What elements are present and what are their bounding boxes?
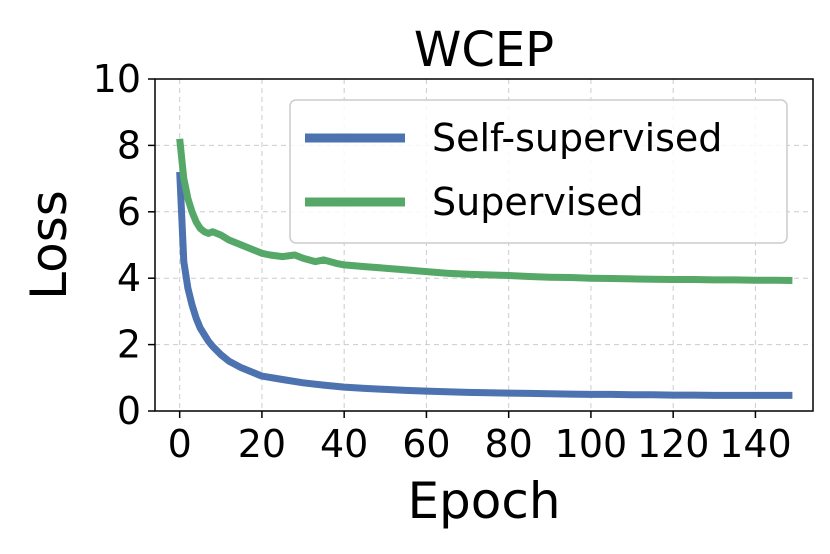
y-ticks: 0 2 4 6 8 10 — [93, 57, 155, 433]
series-line-self-supervised — [176, 171, 793, 399]
x-tick-label: 140 — [719, 422, 792, 466]
y-tick-label: 10 — [93, 57, 141, 101]
x-tick-label: 60 — [402, 422, 450, 466]
legend-box — [289, 99, 788, 244]
series-line-supervised — [176, 138, 793, 284]
x-tick-label: 0 — [168, 422, 192, 466]
x-tick-label: 100 — [555, 422, 628, 466]
x-tick-label: 120 — [637, 422, 710, 466]
y-tick-label: 8 — [117, 123, 141, 167]
legend-label-supervised: Supervised — [432, 180, 644, 224]
y-tick-label: 4 — [117, 256, 141, 300]
x-tick-label: 40 — [320, 422, 368, 466]
x-tick-label: 80 — [484, 422, 532, 466]
x-ticks: 0 20 40 60 80 100 120 140 — [168, 411, 792, 466]
legend: Self-supervised Supervised — [289, 99, 788, 244]
legend-label-self-supervised: Self-supervised — [432, 116, 722, 160]
chart-title: WCEP — [414, 22, 554, 78]
y-tick-label: 6 — [117, 190, 141, 234]
y-axis-label: Loss — [20, 190, 78, 300]
y-tick-label: 2 — [117, 323, 141, 367]
series-layer — [176, 138, 793, 399]
plot-frame — [154, 78, 814, 412]
x-axis-label: Epoch — [407, 472, 560, 530]
x-tick-label: 20 — [238, 422, 286, 466]
y-tick-label: 0 — [117, 389, 141, 433]
